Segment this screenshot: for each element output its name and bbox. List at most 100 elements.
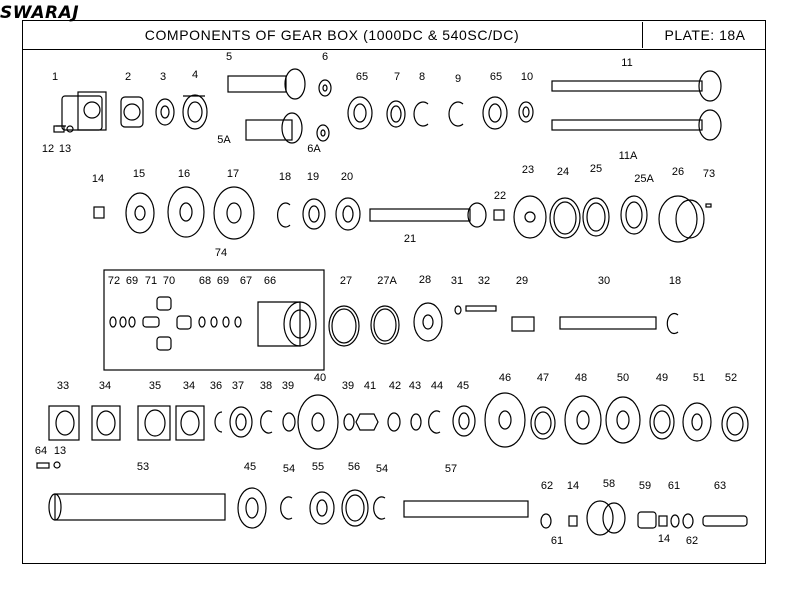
part-bearing-65 bbox=[347, 96, 373, 130]
callout-number: 31 bbox=[451, 275, 463, 287]
callout-number: 49 bbox=[656, 372, 668, 384]
callout-number: 41 bbox=[364, 380, 376, 392]
part-shaft-57 bbox=[403, 500, 529, 518]
callout-number: 61 bbox=[668, 480, 680, 492]
callout-number: 32 bbox=[478, 275, 490, 287]
part-bush-47 bbox=[530, 406, 556, 440]
part-cover-35 bbox=[137, 405, 171, 441]
callout-number: 16 bbox=[178, 168, 190, 180]
part-gear-50 bbox=[605, 396, 641, 444]
callout-number: 63 bbox=[714, 480, 726, 492]
part-circlip-54b bbox=[373, 496, 386, 520]
part-bush-29 bbox=[511, 316, 535, 332]
title-bar: COMPONENTS OF GEAR BOX (1000DC & 540SC/D… bbox=[22, 20, 766, 50]
part-bearing-45 bbox=[452, 405, 476, 437]
part-ring-72 bbox=[109, 316, 117, 328]
brand-logo: SWARAJ bbox=[0, 3, 80, 23]
part-gasket-34 bbox=[91, 405, 121, 441]
part-bolt-32 bbox=[465, 305, 497, 312]
part-washer-42 bbox=[387, 412, 401, 432]
part-nut-14 bbox=[93, 206, 105, 219]
part-bearing-4 bbox=[182, 94, 208, 130]
part-pin-73 bbox=[705, 203, 712, 208]
callout-number: 10 bbox=[521, 71, 533, 83]
part-gear-16 bbox=[167, 186, 205, 238]
part-gear-46 bbox=[484, 392, 526, 448]
callout-number: 74 bbox=[215, 247, 227, 259]
callout-number: 38 bbox=[260, 380, 272, 392]
callout-number: 11 bbox=[621, 57, 632, 69]
callout-number: 1 bbox=[52, 71, 58, 83]
part-gasket-2 bbox=[120, 96, 144, 128]
callout-number: 27 bbox=[340, 275, 352, 287]
callout-number: 39 bbox=[342, 380, 354, 392]
part-drum-26 bbox=[658, 195, 705, 243]
callout-number: 30 bbox=[598, 275, 610, 287]
callout-number: 6A bbox=[307, 143, 321, 155]
callout-number: 50 bbox=[617, 372, 629, 384]
part-roller-68 bbox=[176, 315, 192, 330]
callout-number: 19 bbox=[307, 171, 319, 183]
callout-number: 22 bbox=[494, 190, 506, 202]
part-circlip-54 bbox=[280, 496, 293, 520]
callout-number: 4 bbox=[192, 69, 198, 81]
part-nut-41 bbox=[355, 413, 379, 431]
part-circlip-36 bbox=[214, 411, 223, 433]
callout-number: 69 bbox=[126, 275, 138, 287]
part-ring-27a bbox=[370, 305, 400, 345]
part-pin-63 bbox=[702, 515, 748, 527]
callout-number: 65 bbox=[356, 71, 368, 83]
callout-number: 7 bbox=[394, 71, 400, 83]
part-shaft-11 bbox=[551, 70, 722, 102]
part-washer-3 bbox=[155, 98, 175, 126]
callout-number: 55 bbox=[312, 461, 324, 473]
callout-number: 56 bbox=[348, 461, 360, 473]
part-gear-5a bbox=[245, 112, 303, 144]
callout-number: 43 bbox=[409, 380, 421, 392]
subassembly-box bbox=[103, 269, 325, 371]
part-disc-25 bbox=[582, 197, 610, 237]
part-ring-27 bbox=[328, 305, 360, 347]
callout-number: 54 bbox=[376, 463, 388, 475]
callout-number: 27A bbox=[377, 275, 397, 287]
callout-number: 67 bbox=[240, 275, 252, 287]
callout-number: 6 bbox=[322, 51, 328, 63]
part-ring-61 bbox=[670, 514, 680, 528]
callout-number: 12 bbox=[42, 143, 54, 155]
callout-number: 8 bbox=[419, 71, 425, 83]
plate-frame bbox=[22, 20, 766, 564]
part-washer-31 bbox=[454, 305, 462, 315]
part-gear-17 bbox=[213, 186, 255, 240]
callout-number: 24 bbox=[557, 166, 569, 178]
callout-number: 29 bbox=[516, 275, 528, 287]
callout-number: 18 bbox=[279, 171, 291, 183]
part-bush-49 bbox=[649, 404, 675, 440]
callout-number: 42 bbox=[389, 380, 401, 392]
callout-number: 21 bbox=[404, 233, 416, 245]
callout-number: 45 bbox=[457, 380, 469, 392]
part-nut-14b bbox=[568, 515, 578, 527]
callout-number: 39 bbox=[282, 380, 294, 392]
callout-number: 23 bbox=[522, 164, 534, 176]
callout-number: 33 bbox=[57, 380, 69, 392]
callout-number: 15 bbox=[133, 168, 145, 180]
callout-number: 5A bbox=[217, 134, 231, 146]
part-plate-28 bbox=[413, 302, 443, 342]
part-bearing-37 bbox=[229, 406, 253, 438]
callout-number: 61 bbox=[551, 535, 563, 547]
plate-title: COMPONENTS OF GEAR BOX (1000DC & 540SC/D… bbox=[144, 27, 520, 43]
callout-number: 20 bbox=[341, 171, 353, 183]
callout-number: 65 bbox=[490, 71, 502, 83]
callout-number: 34 bbox=[99, 380, 111, 392]
part-shaft-5 bbox=[227, 68, 306, 100]
callout-number: 13 bbox=[54, 445, 66, 457]
part-gear-48 bbox=[564, 395, 602, 445]
callout-number: 59 bbox=[639, 480, 651, 492]
part-shaft-21 bbox=[369, 202, 487, 228]
callout-number: 17 bbox=[227, 168, 239, 180]
part-housing-66 bbox=[257, 301, 317, 347]
callout-number: 69 bbox=[217, 275, 229, 287]
part-bearing-6a bbox=[316, 124, 330, 142]
part-pin-71 bbox=[142, 316, 160, 328]
